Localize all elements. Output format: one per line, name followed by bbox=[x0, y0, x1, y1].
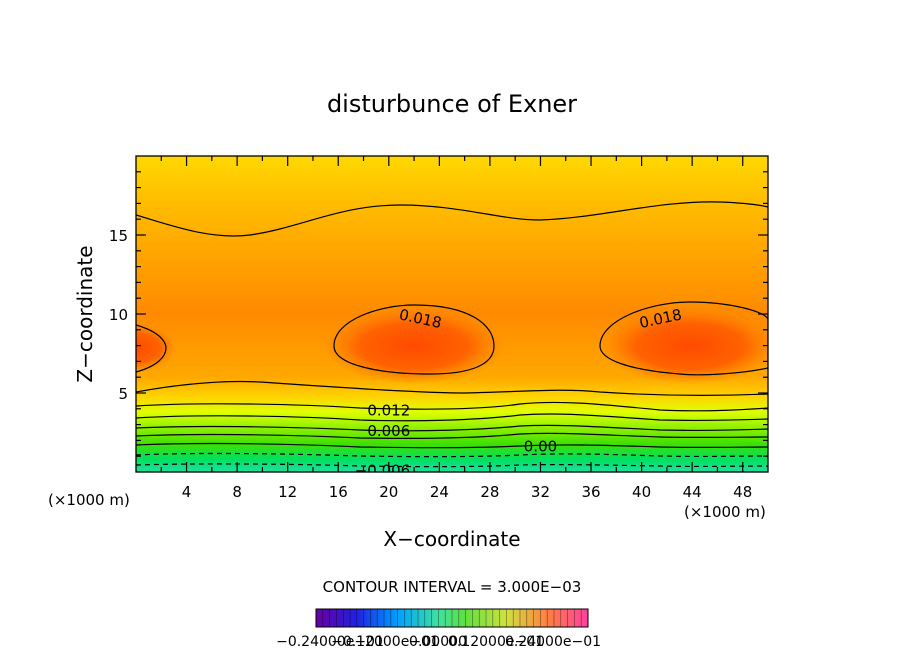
x-tick-label: 32 bbox=[531, 483, 550, 501]
contour-018-center bbox=[333, 304, 495, 375]
contour-lines bbox=[136, 201, 768, 468]
contour-neg-006 bbox=[136, 463, 768, 468]
x-tick-label: 36 bbox=[581, 483, 600, 501]
x-tick-label: 44 bbox=[683, 483, 702, 501]
contour-label: 0.012 bbox=[367, 401, 410, 419]
x-tick-label: 16 bbox=[329, 483, 348, 501]
contour-label: 0.00 bbox=[524, 438, 557, 456]
contour-006 bbox=[136, 424, 768, 432]
y-axis-label: Z−coordinate bbox=[73, 245, 97, 382]
x-tick-label: 40 bbox=[632, 483, 651, 501]
x-tick-label: 8 bbox=[232, 483, 242, 501]
x-unit-left: (×1000 m) bbox=[48, 491, 130, 509]
contour-012 bbox=[136, 401, 768, 412]
contour-upper bbox=[136, 201, 768, 237]
colorbar-label: 0.24000e−01 bbox=[505, 634, 601, 650]
x-tick-label: 24 bbox=[430, 483, 449, 501]
x-tick-label: 20 bbox=[379, 483, 398, 501]
max-region-left bbox=[136, 324, 176, 372]
colorbar-labels: −0.24000e−01−0.12000e−010.000000.12000e−… bbox=[276, 634, 601, 650]
contour-interval-text: CONTOUR INTERVAL = 3.000E−03 bbox=[323, 578, 582, 596]
x-tick-label: 48 bbox=[733, 483, 752, 501]
contour-lower bbox=[136, 380, 768, 396]
x-axis-label: X−coordinate bbox=[383, 527, 520, 551]
x-tick-label: 12 bbox=[278, 483, 297, 501]
chart-title: disturbunce of Exner bbox=[327, 90, 577, 118]
contour-018-left bbox=[136, 324, 167, 373]
max-region-right bbox=[600, 308, 768, 384]
colorbar-stripes bbox=[322, 609, 582, 627]
contour-label: 0.006 bbox=[367, 422, 410, 440]
y-tick-label: 10 bbox=[109, 306, 128, 324]
contour-009 bbox=[136, 413, 768, 422]
colorbar-label: 0.00000 bbox=[409, 634, 467, 650]
contour-003 bbox=[136, 432, 768, 439]
contour-018-right bbox=[599, 301, 768, 376]
colorbar-label: −0.12000e−01 bbox=[331, 634, 439, 650]
y-tick-label: 15 bbox=[109, 227, 128, 245]
contour-label: −0.006 bbox=[355, 461, 411, 479]
x-unit-right: (×1000 m) bbox=[684, 503, 766, 521]
colorbar bbox=[315, 608, 589, 628]
x-tick-label: 28 bbox=[480, 483, 499, 501]
colorbar-label: −0.24000e−01 bbox=[276, 634, 384, 650]
contour-000 bbox=[136, 442, 768, 449]
colorbar-label: 0.12000e−01 bbox=[448, 634, 544, 650]
max-region-center bbox=[324, 308, 504, 384]
y-tick-label: 5 bbox=[118, 385, 128, 403]
contour-neg-003 bbox=[136, 452, 768, 458]
x-tick-label: 4 bbox=[182, 483, 192, 501]
axis-ticks bbox=[136, 156, 768, 472]
